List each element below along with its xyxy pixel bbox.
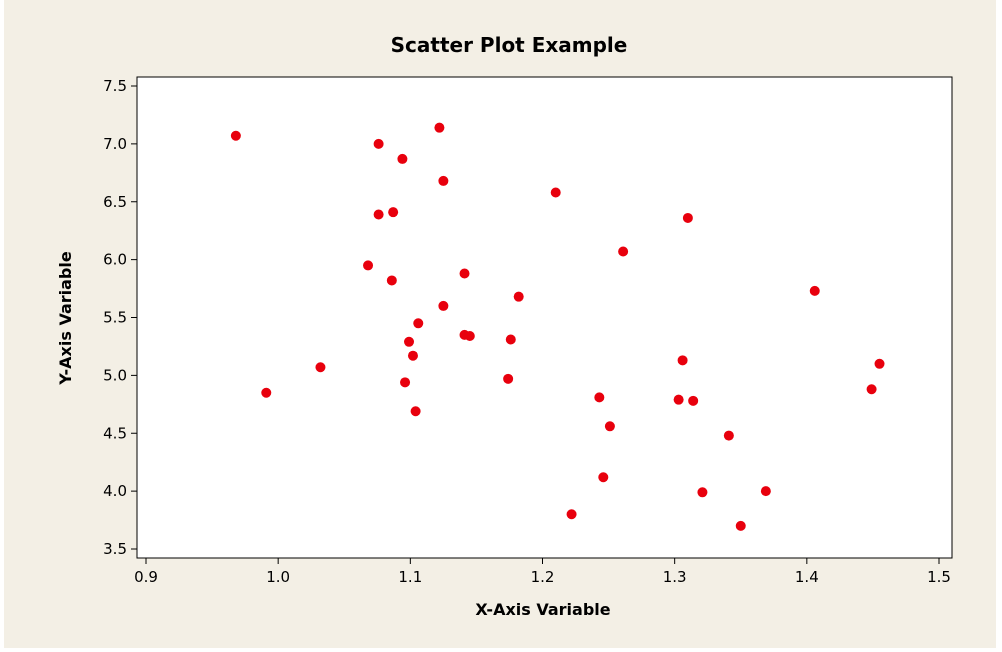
data-point bbox=[809, 285, 820, 296]
data-point bbox=[261, 387, 272, 398]
data-point bbox=[682, 212, 693, 223]
data-point bbox=[513, 291, 524, 302]
data-point bbox=[459, 268, 470, 279]
data-point bbox=[464, 331, 475, 342]
data-point bbox=[404, 336, 415, 347]
data-point bbox=[566, 509, 577, 520]
y-tick-label: 4.5 bbox=[103, 424, 127, 442]
y-tick-label: 6.5 bbox=[103, 193, 127, 211]
y-axis-label: Y-Axis Variable bbox=[56, 251, 75, 386]
data-points bbox=[230, 122, 885, 531]
x-axis-label: X-Axis Variable bbox=[475, 600, 610, 619]
data-point bbox=[315, 362, 326, 373]
y-axis: 3.5 4.0 4.5 5.0 5.5 6.0 6.5 7.0 7.5 bbox=[103, 77, 137, 558]
data-point bbox=[735, 520, 746, 531]
y-tick-label: 5.5 bbox=[103, 309, 127, 327]
data-point bbox=[230, 130, 241, 141]
data-point bbox=[400, 377, 411, 388]
data-point bbox=[677, 355, 688, 366]
x-tick-label: 1.5 bbox=[927, 568, 951, 586]
data-point bbox=[688, 395, 699, 406]
data-point bbox=[723, 430, 734, 441]
data-point bbox=[413, 318, 424, 329]
y-tick-label: 7.5 bbox=[103, 77, 127, 95]
y-tick-label: 7.0 bbox=[103, 135, 127, 153]
data-point bbox=[397, 153, 408, 164]
data-point bbox=[410, 406, 421, 417]
x-tick-label: 1.2 bbox=[531, 568, 555, 586]
data-point bbox=[388, 207, 399, 218]
x-tick-label: 0.9 bbox=[134, 568, 158, 586]
y-tick-label: 5.0 bbox=[103, 366, 127, 384]
data-point bbox=[434, 122, 445, 133]
chart-title: Scatter Plot Example bbox=[391, 33, 628, 57]
data-point bbox=[874, 358, 885, 369]
data-point bbox=[760, 486, 771, 497]
data-point bbox=[673, 394, 684, 405]
data-point bbox=[505, 334, 516, 345]
data-point bbox=[550, 187, 561, 198]
plot-area bbox=[136, 76, 953, 559]
data-point bbox=[363, 260, 374, 271]
y-tick-label: 6.0 bbox=[103, 251, 127, 269]
x-tick-label: 1.4 bbox=[795, 568, 819, 586]
x-axis: 0.9 1.0 1.1 1.2 1.3 1.4 1.5 bbox=[134, 558, 951, 586]
data-point bbox=[407, 350, 418, 361]
data-point bbox=[386, 275, 397, 286]
data-point bbox=[438, 175, 449, 186]
data-point bbox=[594, 392, 605, 403]
data-point bbox=[697, 487, 708, 498]
data-point bbox=[598, 472, 609, 483]
x-tick-label: 1.3 bbox=[663, 568, 687, 586]
x-tick-label: 1.0 bbox=[266, 568, 290, 586]
data-point bbox=[866, 384, 877, 395]
y-tick-label: 3.5 bbox=[103, 540, 127, 558]
data-point bbox=[438, 300, 449, 311]
data-point bbox=[373, 209, 384, 220]
data-point bbox=[618, 246, 629, 257]
x-tick-label: 1.1 bbox=[398, 568, 422, 586]
data-point bbox=[503, 373, 514, 384]
data-point bbox=[373, 138, 384, 149]
data-point bbox=[604, 421, 615, 432]
y-tick-label: 4.0 bbox=[103, 482, 127, 500]
